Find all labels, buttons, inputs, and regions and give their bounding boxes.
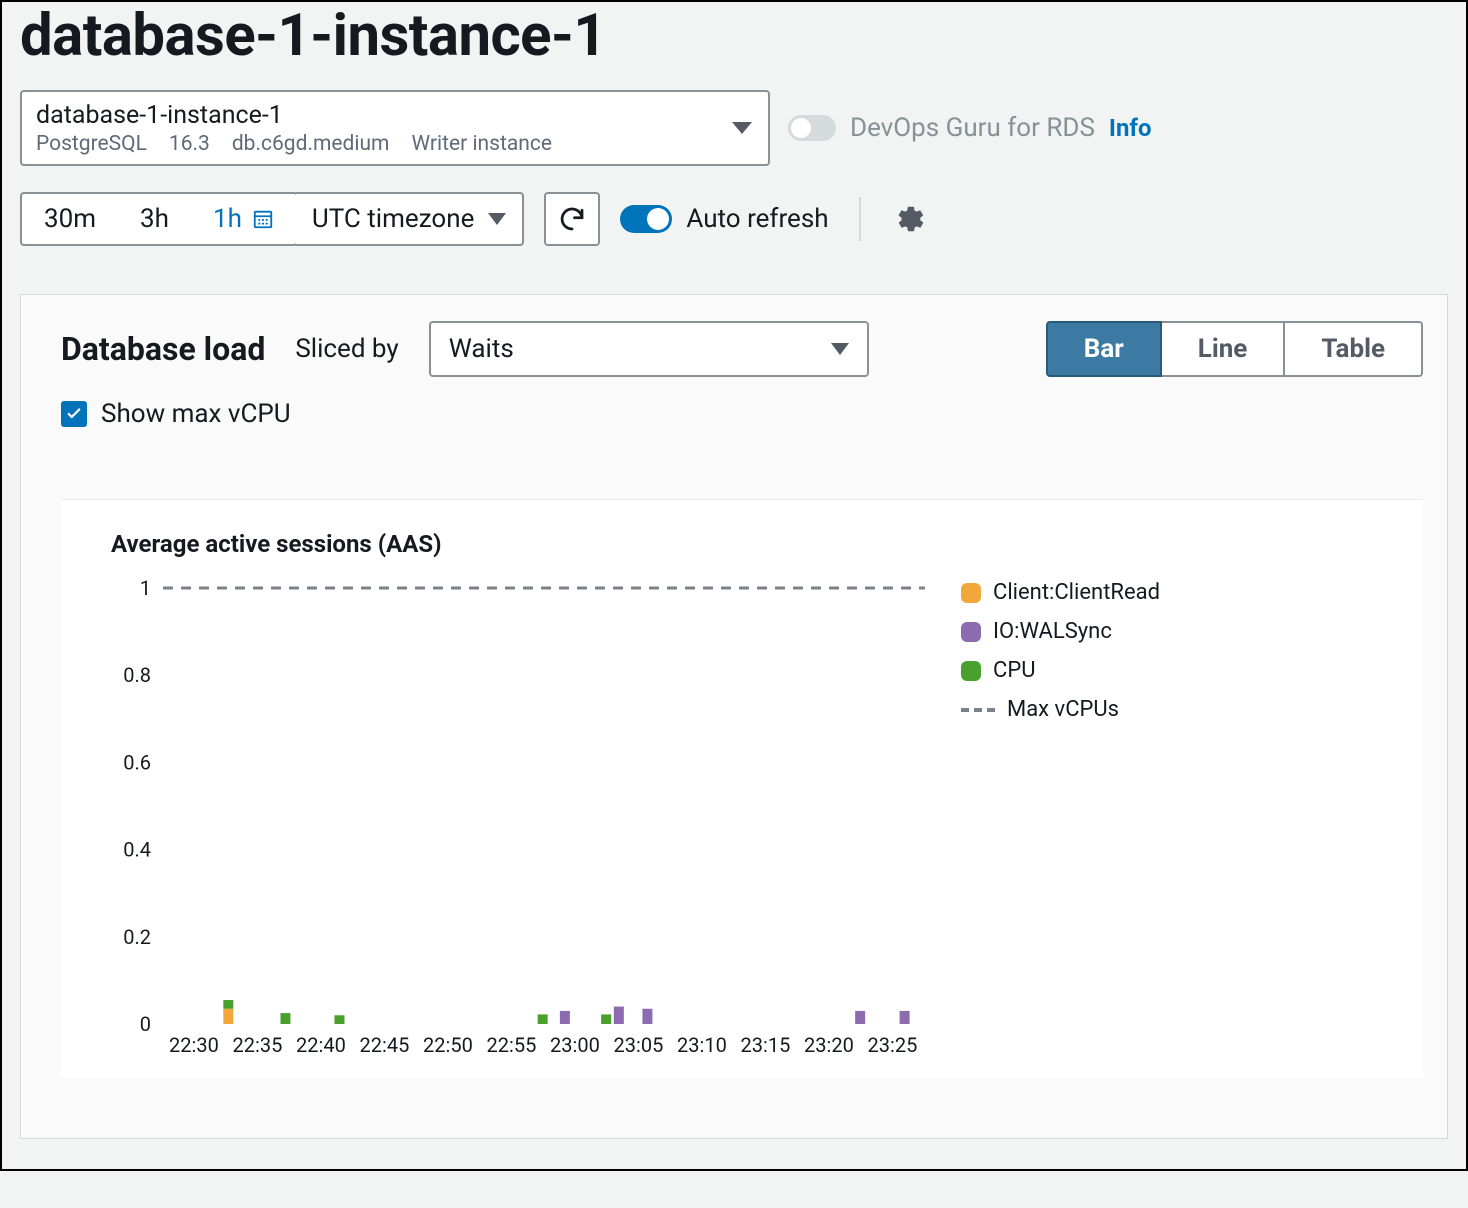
time-range-group: 30m 3h 1h	[20, 192, 298, 246]
database-load-panel: Database load Sliced by Waits Bar Line T…	[20, 294, 1448, 1139]
instance-class: db.c6gd.medium	[232, 132, 390, 156]
page-title: database-1-instance-1	[20, 2, 1448, 70]
svg-text:0.4: 0.4	[123, 838, 151, 862]
instance-selector[interactable]: database-1-instance-1 PostgreSQL 16.3 db…	[20, 90, 770, 166]
divider	[859, 197, 861, 241]
view-mode-line[interactable]: Line	[1162, 321, 1286, 377]
svg-text:0: 0	[140, 1012, 151, 1036]
legend-item[interactable]: IO:WALSync	[961, 619, 1160, 644]
instance-name: database-1-instance-1	[36, 101, 728, 130]
info-link[interactable]: Info	[1109, 114, 1152, 142]
show-max-vcpu-checkbox[interactable]	[61, 401, 87, 427]
view-mode-bar[interactable]: Bar	[1046, 321, 1162, 377]
svg-text:22:40: 22:40	[296, 1033, 346, 1057]
time-range-3h[interactable]: 3h	[118, 194, 191, 244]
svg-text:22:35: 22:35	[233, 1033, 283, 1057]
svg-text:0.8: 0.8	[123, 663, 151, 687]
svg-text:22:30: 22:30	[169, 1033, 219, 1057]
legend-swatch	[961, 661, 981, 681]
svg-text:23:05: 23:05	[614, 1033, 664, 1057]
calendar-icon	[252, 208, 274, 230]
chevron-down-icon	[732, 122, 752, 134]
svg-text:23:00: 23:00	[550, 1033, 600, 1057]
time-range-1h-label: 1h	[213, 204, 242, 234]
svg-text:23:20: 23:20	[804, 1033, 854, 1057]
aas-chart: 0 0.2 0.4 0.6 0.8 1 22:30 22:35 22:40 22:45 22:50 2…	[111, 578, 931, 1068]
sliced-by-select[interactable]: Waits	[429, 321, 869, 377]
panel-title: Database load	[61, 330, 265, 368]
timezone-select[interactable]: UTC timezone	[296, 192, 524, 246]
legend: Client:ClientRead IO:WALSync CPU Max vCPUs	[961, 578, 1160, 722]
check-icon	[65, 405, 83, 423]
svg-text:22:50: 22:50	[423, 1033, 473, 1057]
legend-item[interactable]: Client:ClientRead	[961, 580, 1160, 605]
chevron-down-icon	[831, 343, 849, 355]
sliced-by-label: Sliced by	[295, 334, 398, 364]
legend-label: IO:WALSync	[993, 619, 1112, 644]
svg-text:23:15: 23:15	[741, 1033, 791, 1057]
legend-label: Max vCPUs	[1007, 697, 1119, 722]
instance-engine: PostgreSQL	[36, 132, 147, 156]
legend-swatch	[961, 622, 981, 642]
legend-item[interactable]: Max vCPUs	[961, 697, 1160, 722]
chart-title: Average active sessions (AAS)	[111, 530, 1403, 558]
refresh-button[interactable]	[544, 192, 600, 246]
sliced-by-value: Waits	[449, 334, 514, 364]
svg-text:1: 1	[140, 578, 151, 600]
svg-text:22:45: 22:45	[360, 1033, 410, 1057]
legend-swatch	[961, 583, 981, 603]
svg-text:22:55: 22:55	[487, 1033, 537, 1057]
refresh-icon	[557, 204, 587, 234]
legend-label: Client:ClientRead	[993, 580, 1160, 605]
auto-refresh-label: Auto refresh	[686, 204, 828, 234]
time-range-1h[interactable]: 1h	[191, 194, 296, 244]
svg-text:23:10: 23:10	[677, 1033, 727, 1057]
settings-button[interactable]	[891, 199, 931, 239]
svg-text:0.2: 0.2	[123, 925, 151, 949]
legend-item[interactable]: CPU	[961, 658, 1160, 683]
svg-text:0.6: 0.6	[123, 750, 151, 774]
devops-guru-label: DevOps Guru for RDS	[850, 113, 1095, 143]
time-range-30m[interactable]: 30m	[22, 194, 118, 244]
devops-guru-toggle[interactable]	[788, 115, 836, 141]
auto-refresh-toggle[interactable]	[620, 205, 672, 233]
legend-swatch-dash	[961, 708, 995, 712]
instance-role: Writer instance	[411, 132, 552, 156]
svg-text:23:25: 23:25	[868, 1033, 918, 1057]
show-max-vcpu-label: Show max vCPU	[101, 399, 291, 429]
timezone-label: UTC timezone	[312, 204, 474, 234]
gear-icon	[896, 204, 926, 234]
view-mode-table[interactable]: Table	[1285, 321, 1423, 377]
legend-label: CPU	[993, 658, 1035, 683]
instance-version: 16.3	[169, 132, 210, 156]
chevron-down-icon	[488, 213, 506, 225]
